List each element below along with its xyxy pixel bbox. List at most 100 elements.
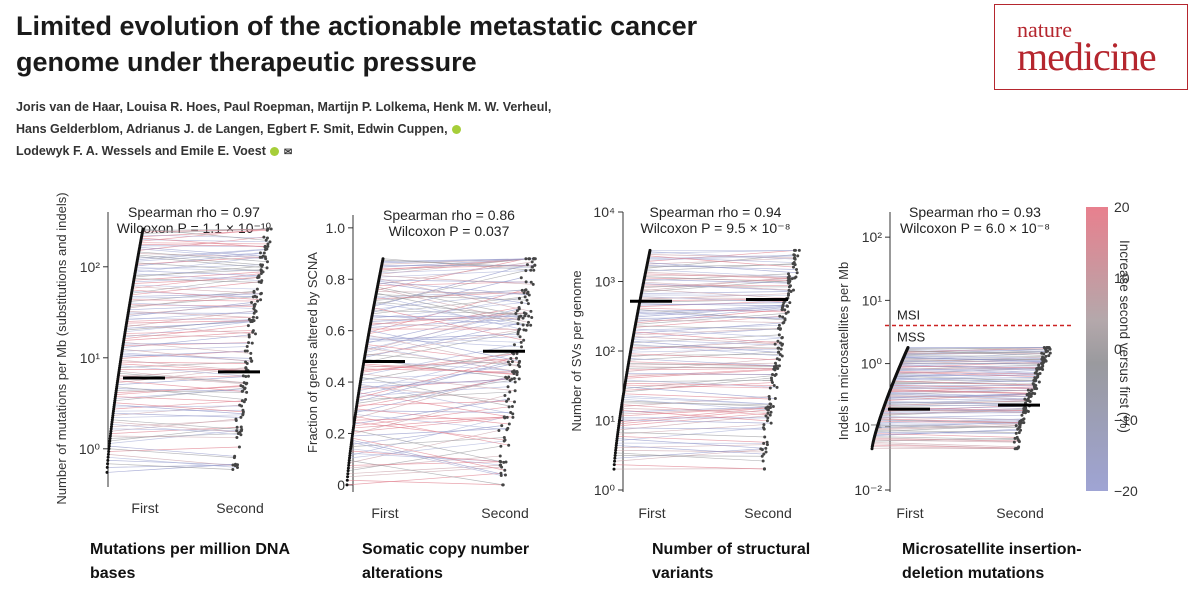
- orcid-icon: [270, 147, 280, 156]
- pair-line: [366, 347, 518, 372]
- point-second: [251, 329, 255, 333]
- x-tick-label: Second: [744, 505, 791, 521]
- pair-line: [638, 307, 789, 313]
- pair-line: [906, 350, 1049, 356]
- point-second: [778, 314, 782, 318]
- pair-line: [620, 407, 770, 415]
- pair-line: [357, 391, 510, 401]
- point-second: [515, 309, 519, 313]
- pair-line: [108, 446, 240, 452]
- pair-line: [140, 242, 268, 245]
- point-first: [110, 420, 114, 424]
- pair-line: [881, 410, 1027, 415]
- caption-msi: Microsatellite insertion-deletion mutati…: [902, 541, 1082, 582]
- pair-line: [904, 355, 1044, 359]
- pair-line: [363, 363, 518, 375]
- pair-line: [634, 328, 783, 338]
- pair-line: [889, 392, 1031, 397]
- pair-line: [629, 358, 780, 367]
- pair-line: [622, 398, 769, 411]
- pair-line: [350, 450, 507, 463]
- point-second: [1017, 440, 1021, 444]
- pair-line: [890, 389, 1033, 394]
- point-second: [517, 296, 521, 300]
- pair-line: [644, 274, 790, 277]
- point-second: [1012, 440, 1016, 444]
- point-second: [1047, 354, 1051, 358]
- point-first: [346, 469, 350, 473]
- point-first: [107, 450, 111, 454]
- point-second: [787, 288, 791, 292]
- point-second: [262, 235, 266, 239]
- point-second: [259, 291, 263, 295]
- point-second: [518, 365, 522, 369]
- pair-line: [141, 234, 268, 239]
- colorbar-tick-label: 0: [1114, 341, 1122, 357]
- point-first: [108, 436, 112, 440]
- pair-line: [126, 324, 256, 335]
- pair-line: [133, 271, 264, 281]
- pair-line: [360, 371, 513, 380]
- pair-line: [356, 401, 507, 406]
- pair-line: [873, 442, 1019, 448]
- pair-line: [348, 455, 501, 469]
- stat-wilcoxon: Wilcoxon P = 6.0 × 10⁻⁸: [900, 220, 1050, 236]
- pair-line: [649, 251, 796, 260]
- y-tick-label: 10¹: [80, 350, 101, 366]
- pair-line: [629, 351, 779, 361]
- pair-line: [642, 288, 788, 299]
- pair-line: [617, 438, 766, 449]
- point-second: [504, 460, 508, 464]
- point-second: [792, 288, 796, 292]
- point-second: [502, 415, 506, 419]
- point-second: [522, 291, 526, 295]
- point-second: [245, 349, 249, 353]
- pair-line: [112, 419, 242, 430]
- pair-line: [134, 273, 262, 281]
- paired-lines: [872, 347, 1051, 450]
- point-second: [529, 268, 533, 272]
- point-second: [525, 263, 529, 267]
- point-second: [781, 303, 785, 307]
- point-second: [788, 284, 792, 288]
- mss-label: MSS: [897, 330, 926, 345]
- point-second: [1035, 387, 1039, 391]
- pair-line: [362, 368, 517, 373]
- point-second: [1019, 428, 1023, 432]
- point-second: [770, 373, 774, 377]
- pair-line: [614, 448, 761, 459]
- data-points: [870, 345, 1052, 451]
- point-second: [245, 361, 249, 365]
- pair-line: [899, 367, 1041, 374]
- point-second: [762, 423, 766, 427]
- point-first: [381, 257, 385, 261]
- point-second: [250, 341, 254, 345]
- pair-line: [637, 304, 784, 315]
- point-second: [517, 306, 521, 310]
- pair-line: [136, 256, 266, 265]
- pair-line: [116, 390, 247, 393]
- point-second: [759, 447, 763, 451]
- pair-line: [635, 309, 783, 324]
- pair-line: [624, 375, 775, 389]
- point-second: [515, 373, 519, 377]
- point-second: [251, 315, 255, 319]
- point-first: [107, 447, 111, 451]
- x-tick-label: First: [638, 505, 665, 521]
- point-second: [252, 311, 256, 315]
- colorbar-tick-label: 20: [1114, 199, 1130, 215]
- point-second: [767, 397, 771, 401]
- pair-line: [896, 372, 1036, 376]
- pair-line: [649, 254, 795, 259]
- pair-line: [874, 437, 1020, 443]
- pair-line: [376, 294, 528, 301]
- pair-line: [114, 402, 244, 413]
- pair-line: [630, 353, 780, 361]
- pair-line: [639, 302, 784, 306]
- pair-line: [624, 386, 776, 399]
- pair-line: [379, 269, 531, 278]
- pair-line: [643, 284, 791, 287]
- pair-line: [377, 286, 532, 318]
- point-second: [1039, 361, 1043, 365]
- pair-line: [894, 377, 1040, 383]
